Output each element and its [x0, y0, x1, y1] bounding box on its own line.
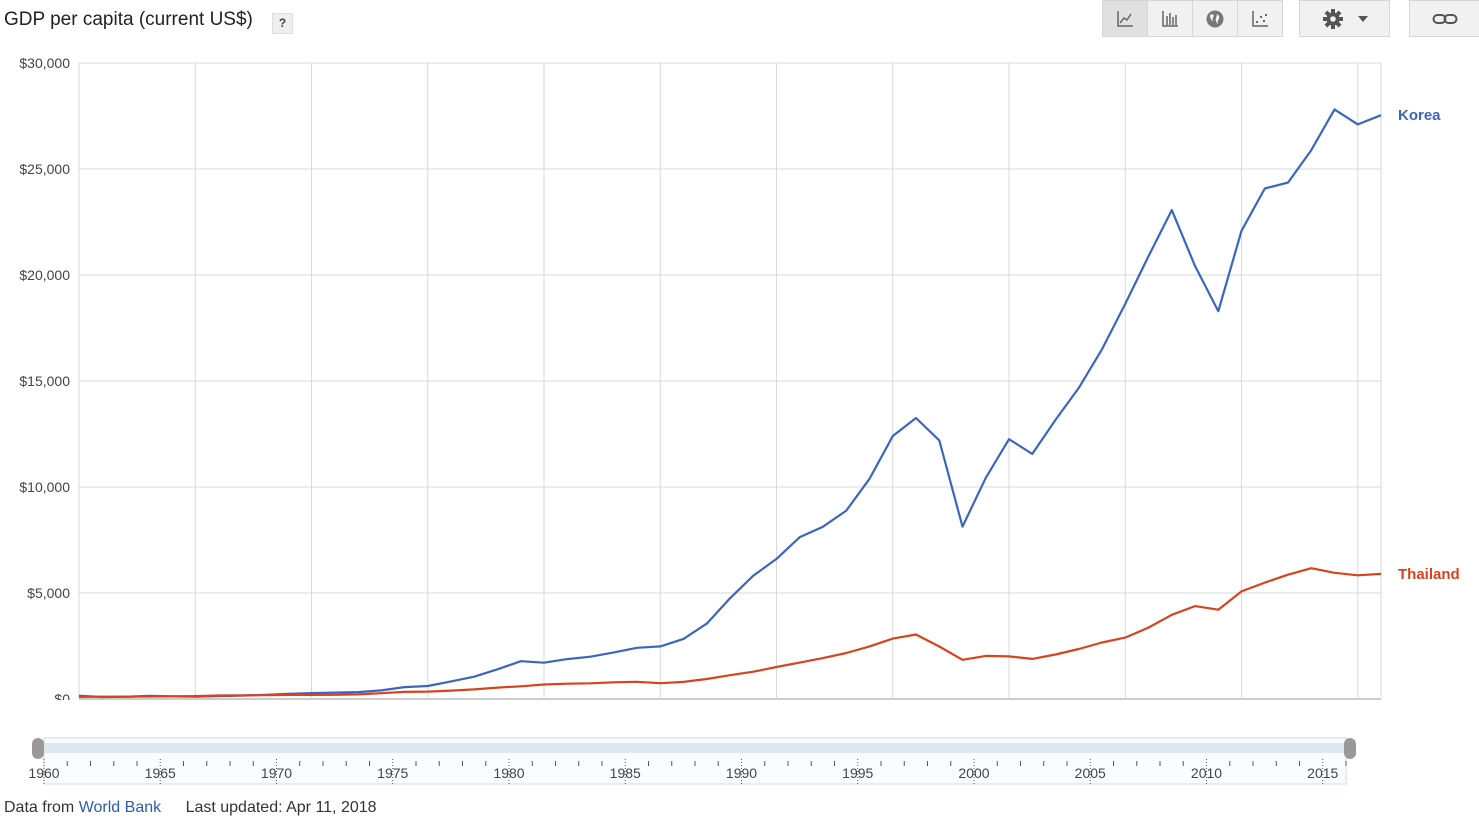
bar-chart-button[interactable]: [1148, 1, 1193, 36]
y-tick-label: $20,000: [19, 267, 70, 283]
settings-button[interactable]: [1299, 0, 1390, 37]
series-label-korea: Korea: [1398, 107, 1441, 124]
bar-chart-icon: [1162, 10, 1178, 27]
help-button[interactable]: ?: [272, 13, 293, 34]
slider-label: 2005: [1075, 765, 1106, 781]
slider-track: [44, 743, 1346, 753]
slider-label: 1980: [493, 765, 524, 781]
footer: Data from World Bank Last updated: Apr 1…: [4, 799, 377, 817]
scatter-plot-button[interactable]: [1238, 1, 1282, 36]
globe-icon: [1206, 10, 1224, 27]
line-chart-button[interactable]: [1103, 1, 1148, 36]
range-slider[interactable]: 1960 1965 1970 1975 1980 1985 1990 1995 2000 2005…: [0, 737, 1479, 797]
map-button[interactable]: [1193, 1, 1238, 36]
y-tick-label: $30,000: [19, 55, 70, 71]
y-tick-label: $5,000: [27, 585, 70, 601]
share-link-button[interactable]: [1409, 0, 1479, 37]
slider-handle-left[interactable]: [32, 738, 44, 759]
chart-type-toolbar: [1102, 0, 1283, 37]
slider-label: 2000: [958, 765, 989, 781]
slider-label: 1990: [726, 765, 757, 781]
series-line-thailand: [78, 567, 1382, 698]
slider-label: 1995: [842, 765, 873, 781]
caret-down-icon: [1357, 15, 1368, 22]
gdp-line-chart: $0 $5,000 $10,000 $15,000 $20,000 $25,000 $30,…: [19, 55, 1460, 700]
footer-prefix: Data from: [4, 799, 75, 816]
slider-label: 1960: [28, 765, 59, 781]
page-title: GDP per capita (current US$): [4, 9, 253, 30]
slider-label: 1965: [145, 765, 176, 781]
scatter-plot-icon: [1252, 10, 1268, 27]
slider-handle-right[interactable]: [1344, 738, 1356, 759]
y-tick-label: $0: [54, 691, 70, 700]
slider-label: 1970: [261, 765, 292, 781]
y-tick-label: $25,000: [19, 161, 70, 177]
gear-icon: [1322, 8, 1343, 29]
y-axis-ticks: $0 $5,000 $10,000 $15,000 $20,000 $25,000 $30,…: [19, 55, 70, 700]
series-line-korea: [78, 108, 1382, 699]
line-chart-icon: [1117, 10, 1133, 27]
slider-label: 2010: [1191, 765, 1222, 781]
series-labels: Korea Thailand: [1398, 107, 1460, 583]
y-tick-label: $15,000: [19, 373, 70, 389]
series-lines: [78, 108, 1382, 699]
series-label-thailand: Thailand: [1398, 566, 1460, 583]
slider-label: 2015: [1307, 765, 1338, 781]
link-icon: [1432, 13, 1458, 24]
slider-label: 1975: [377, 765, 408, 781]
last-updated: Last updated: Apr 11, 2018: [185, 799, 377, 816]
slider-ticks: 1960 1965 1970 1975 1980 1985 1990 1995 2000 2005…: [28, 759, 1347, 784]
y-tick-label: $10,000: [19, 479, 70, 495]
data-source-link[interactable]: World Bank: [78, 799, 162, 816]
grid-lines: [78, 62, 1382, 700]
slider-label: 1985: [610, 765, 641, 781]
